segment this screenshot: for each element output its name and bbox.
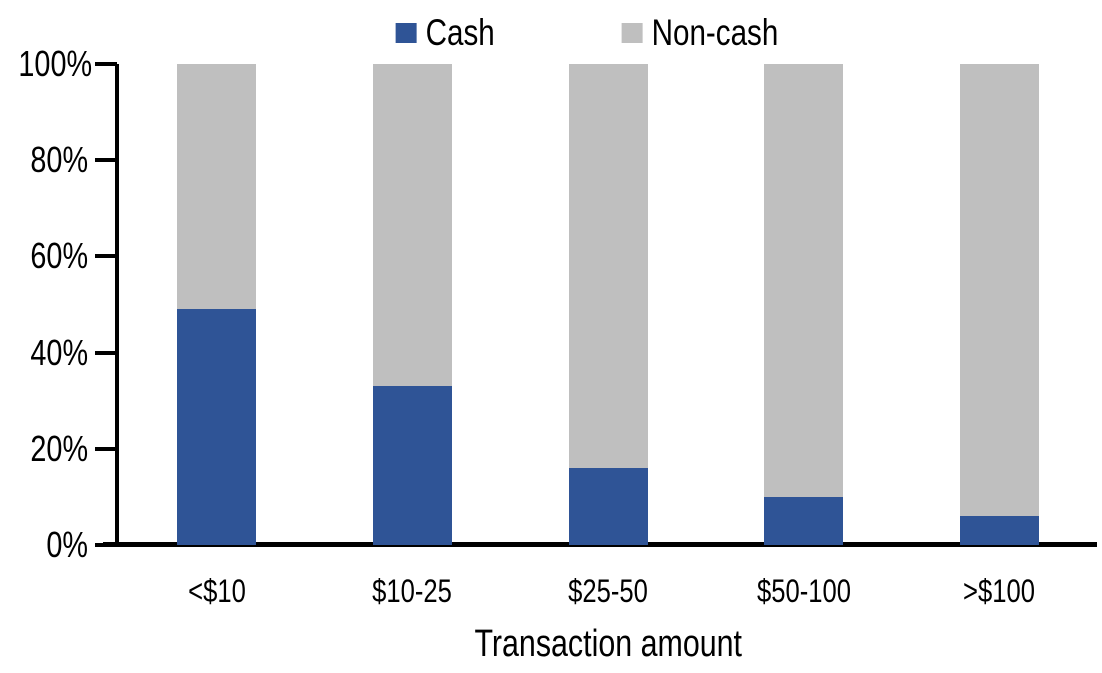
- x-tick-label: <$10: [181, 572, 253, 610]
- stacked-bar: [372, 64, 452, 545]
- x-tick-label-text: >$100: [963, 573, 1036, 609]
- legend-item-cash: Cash: [395, 11, 512, 55]
- y-tick-label: 80%: [0, 141, 88, 179]
- non-cash-segment: [372, 64, 452, 387]
- legend-item-non-cash: Non-cash: [622, 11, 810, 55]
- non-cash-segment: [177, 64, 257, 310]
- legend-label: Cash: [426, 11, 512, 55]
- cash-segment: [177, 309, 257, 545]
- x-tick-label: >$100: [954, 572, 1044, 610]
- cash-segment: [372, 386, 452, 545]
- y-tick-mark: [95, 254, 117, 259]
- y-tick-label: 40%: [0, 331, 88, 373]
- non-cash-segment: [568, 64, 648, 469]
- stacked-bar: [568, 64, 648, 545]
- non-cash-segment: [764, 64, 844, 497]
- x-tick-label-text: $25-50: [568, 573, 648, 609]
- non-cash-swatch: [622, 23, 644, 43]
- y-tick-label: 20%: [0, 427, 88, 469]
- stacked-bar: [959, 64, 1039, 545]
- x-tick-label-text: $10-25: [372, 573, 453, 609]
- y-axis-line: [115, 64, 119, 545]
- y-tick-label-text: 60%: [30, 235, 88, 277]
- x-tick-label: $50-100: [745, 572, 862, 610]
- legend-label-text: Cash: [425, 12, 495, 53]
- y-tick-label: 60%: [0, 237, 88, 275]
- cash-segment: [959, 516, 1039, 545]
- legend-label-text: Non-cash: [652, 12, 779, 53]
- legend: Cash Non-cash: [395, 11, 811, 55]
- cash-swatch: [395, 23, 417, 43]
- x-axis-title-row: Transaction amount: [119, 622, 1097, 666]
- y-tick-mark: [95, 446, 117, 451]
- non-cash-segment: [959, 64, 1039, 517]
- y-tick-label-text: 20%: [30, 427, 88, 469]
- y-tick-label-text: 0%: [46, 524, 88, 565]
- y-tick-label: 100%: [0, 45, 92, 83]
- x-axis-title: Transaction amount: [474, 623, 742, 665]
- y-tick-mark: [95, 350, 117, 355]
- cash-segment: [568, 468, 648, 545]
- x-tick-label: $25-50: [558, 572, 658, 610]
- y-tick-label: 0%: [0, 526, 88, 564]
- cash-segment: [764, 496, 844, 545]
- y-tick-label-text: 100%: [18, 43, 93, 84]
- legend-label: Non-cash: [652, 11, 810, 55]
- stacked-bar: [764, 64, 844, 545]
- y-tick-label-text: 40%: [30, 331, 88, 373]
- y-tick-mark: [95, 62, 117, 66]
- x-tick-label-text: <$10: [187, 573, 246, 609]
- y-tick-mark: [95, 158, 117, 163]
- x-tick-label-text: $50-100: [756, 573, 851, 609]
- y-tick-label-text: 80%: [30, 139, 88, 181]
- x-tick-label: $10-25: [363, 572, 463, 610]
- stacked-bar: [177, 64, 257, 545]
